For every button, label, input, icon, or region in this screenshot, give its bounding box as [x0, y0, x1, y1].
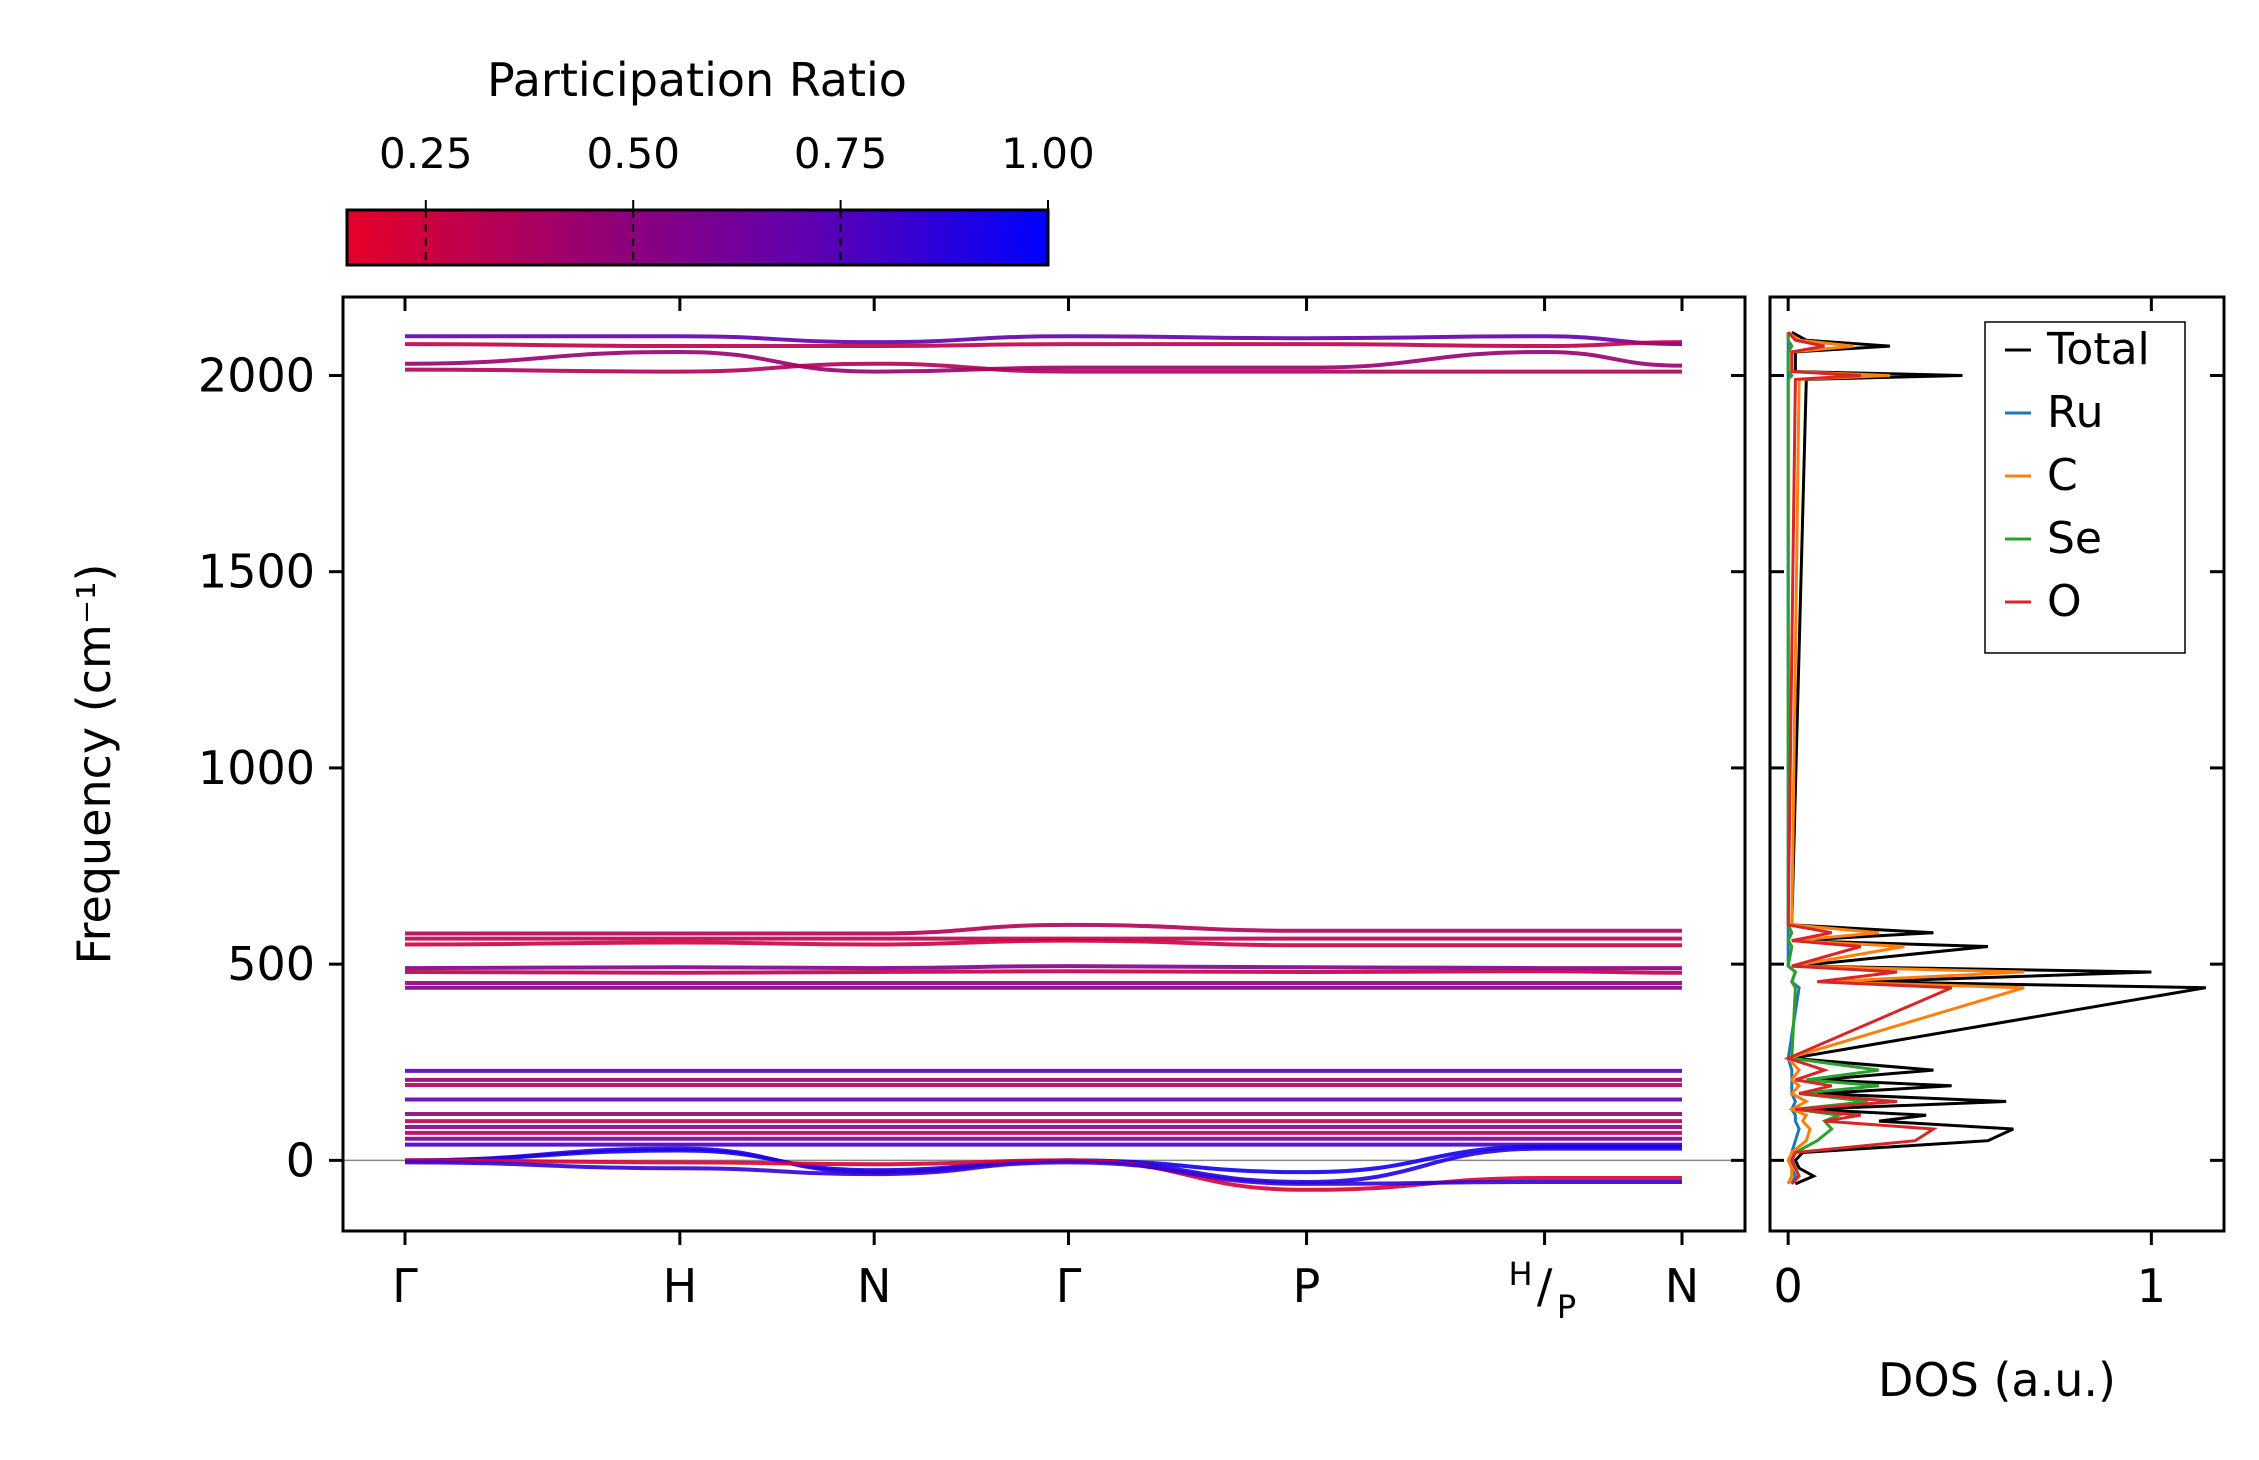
- high-symmetry-label-bottom: P: [1557, 1288, 1576, 1326]
- colorbar-ticks: 0.25 0.50 0.75 1.00: [379, 129, 1095, 265]
- y-tick-label: 1500: [198, 545, 315, 599]
- band-axes-frame: [341, 295, 1747, 1233]
- phonon-branch: [404, 340, 1683, 349]
- legend-entry-se: Se: [2047, 513, 2102, 564]
- colorbar-tick-label: 0.25: [379, 129, 473, 178]
- y-tick-label: 500: [227, 937, 315, 991]
- band-lines: [343, 334, 1745, 1192]
- phonon-branch: [405, 922, 1682, 936]
- high-symmetry-label: N: [1665, 1259, 1699, 1313]
- high-symmetry-label: Γ: [392, 1259, 418, 1313]
- y-tick-label: 2000: [198, 348, 315, 402]
- legend: Total Ru C Se O: [1984, 321, 2186, 654]
- dos-y-axis: [1770, 373, 2224, 1162]
- dos-curve-o: [1783, 331, 1953, 1185]
- high-symmetry-label-top: H: [1509, 1255, 1533, 1293]
- high-symmetry-label-slash: /: [1537, 1259, 1553, 1313]
- phonon-branch: [404, 964, 1682, 971]
- colorbar: Participation Ratio 0.25 0.50 0.75 1.00: [345, 53, 1095, 267]
- high-symmetry-label: P: [1293, 1259, 1321, 1313]
- high-symmetry-label: Γ: [1056, 1259, 1082, 1313]
- y-tick-label: 1000: [198, 741, 315, 795]
- phonon-branch: [404, 938, 1682, 948]
- dos-x-tick-label: 1: [2137, 1259, 2166, 1313]
- high-symmetry-label: N: [857, 1259, 891, 1313]
- dos-lines: [1783, 330, 2207, 1186]
- band-x-axis: Γ H N Γ P H / P N: [392, 297, 1699, 1326]
- x-axis-label: DOS (a.u.): [1878, 1353, 2116, 1407]
- colorbar-title: Participation Ratio: [487, 53, 907, 107]
- legend-box: [1984, 321, 2186, 654]
- colorbar-tick-label: 0.50: [586, 129, 680, 178]
- colorbar-tick-label: 0.75: [794, 129, 888, 178]
- legend-entry-o: O: [2047, 576, 2082, 627]
- legend-entry-ru: Ru: [2047, 387, 2103, 438]
- y-tick-label: 0: [286, 1133, 315, 1187]
- high-symmetry-label: H: [663, 1259, 698, 1313]
- phonon-branch: [404, 1158, 1682, 1192]
- colorbar-tick-label: 1.00: [1001, 129, 1095, 178]
- phonon-branch: [405, 334, 1683, 347]
- band-y-axis: 0 500 1000 1500 2000: [198, 348, 1745, 1187]
- phonon-branch: [404, 1160, 1682, 1186]
- phonon-branch: [404, 361, 1682, 374]
- dos-x-tick-label: 0: [1774, 1259, 1803, 1313]
- phonon-branch: [404, 969, 1683, 975]
- legend-entry-c: C: [2047, 450, 2078, 501]
- legend-entry-total: Total: [2046, 324, 2150, 375]
- colorbar-gradient: [345, 208, 1050, 267]
- phonon-branch: [404, 349, 1683, 374]
- dos-axes-frame: [1768, 295, 2226, 1233]
- y-axis-label: Frequency (cm⁻¹): [67, 564, 121, 965]
